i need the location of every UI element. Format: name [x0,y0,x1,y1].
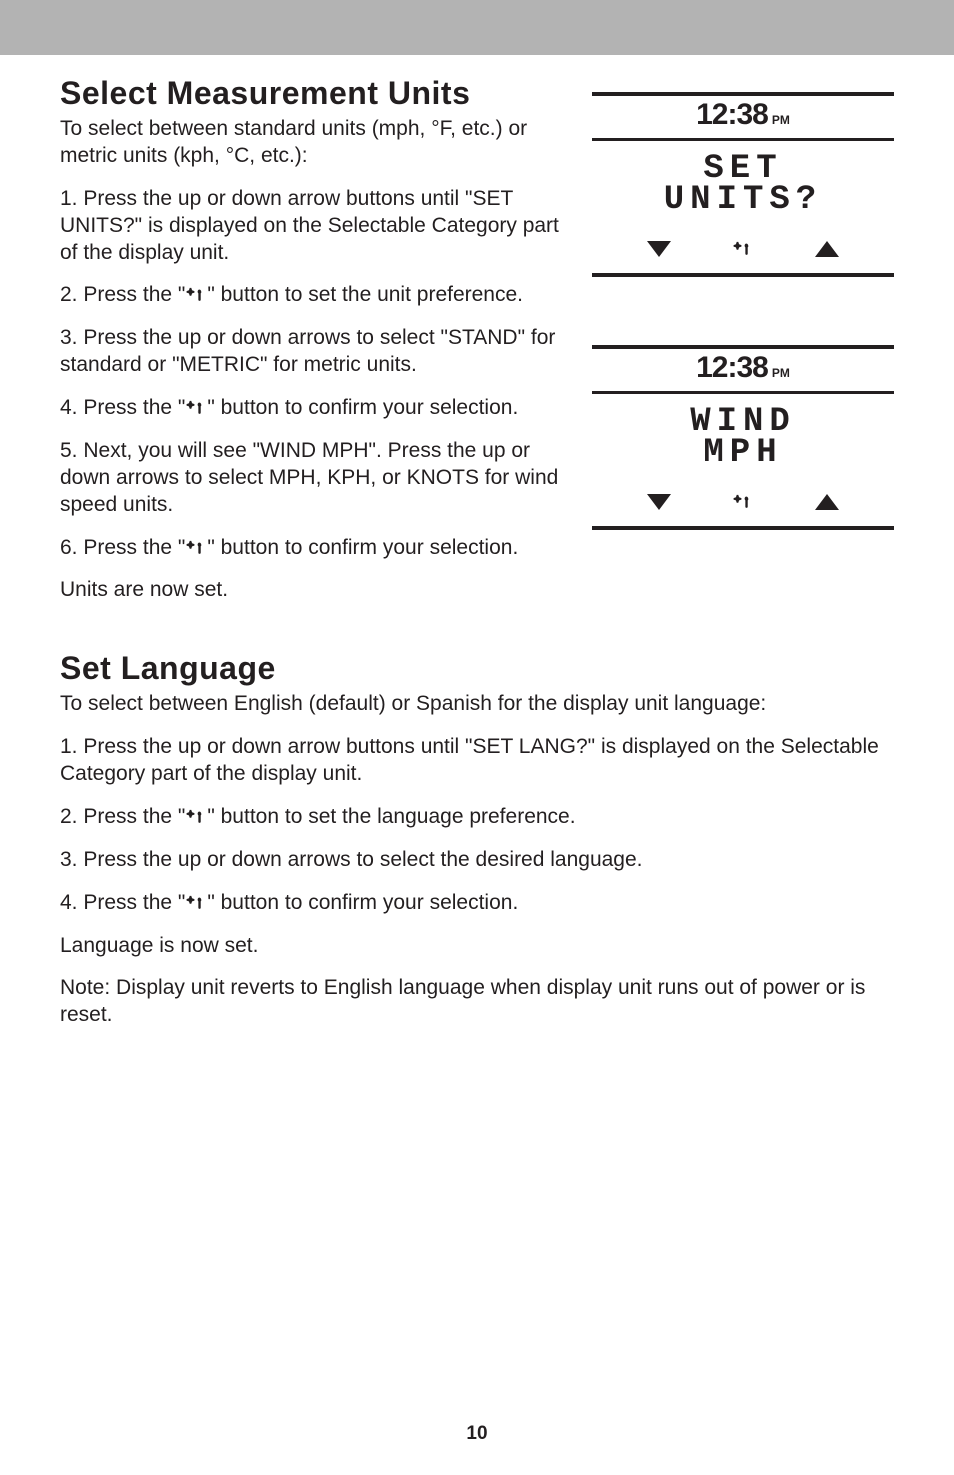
step-text: 2. Press the " [60,805,185,828]
section2-step4: 4. Press the " " button to confirm your s… [60,890,894,917]
section1-step1: 1. Press the up or down arrow buttons un… [60,186,570,267]
lcd-button-row [592,229,894,269]
lcd-line2: UNITS? [592,185,894,216]
step-text: " button to confirm your selection. [207,891,518,914]
step-text: 6. Press the " [60,536,185,559]
gear-wrench-icon [732,491,754,513]
lcd-button-row [592,482,894,522]
section2-note: Note: Display unit reverts to English la… [60,975,894,1029]
section1-step2: 2. Press the " " button to set the unit p… [60,282,570,309]
lcd-display-units: 12:38 PM SET UNITS? [592,92,894,277]
lcd-time-row: 12:38 PM [592,96,894,141]
step-text: 4. Press the " [60,891,185,914]
step-text: " button to set the language preference. [207,805,575,828]
lcd-time: 12:38 [696,98,768,132]
step-text: 2. Press the " [60,283,185,306]
lcd-main: SET UNITS? [592,141,894,229]
page-number: 10 [0,1423,954,1445]
section1-step5: 5. Next, you will see "WIND MPH". Press … [60,438,570,519]
lcd-time-row: 12:38 PM [592,349,894,394]
lcd-time: 12:38 [696,351,768,385]
gear-wrench-icon [185,286,207,304]
section1-intro: To select between standard units (mph, °… [60,116,570,170]
step-text: " button to set the unit preference. [207,283,523,306]
section2-end: Language is now set. [60,933,894,960]
lcd-display-wind: 12:38 PM WIND MPH [592,345,894,530]
lcd-ampm: PM [772,113,790,127]
header-bar [0,0,954,55]
section2-intro: To select between English (default) or S… [60,691,894,718]
down-arrow-icon [647,494,671,510]
step-text: 4. Press the " [60,396,185,419]
gear-wrench-icon [732,238,754,260]
up-arrow-icon [815,241,839,257]
lcd-main: WIND MPH [592,394,894,482]
down-arrow-icon [647,241,671,257]
step-text: " button to confirm your selection. [207,536,518,559]
section2-step1: 1. Press the up or down arrow buttons un… [60,734,894,788]
step-text: " button to confirm your selection. [207,396,518,419]
gear-wrench-icon [185,539,207,557]
gear-wrench-icon [185,808,207,826]
section2-step2: 2. Press the " " button to set the langua… [60,804,894,831]
section2-step3: 3. Press the up or down arrows to select… [60,847,894,874]
section2-title: Set Language [60,650,894,687]
lcd-line2: MPH [592,438,894,469]
section1-end: Units are now set. [60,577,894,604]
section1-step4: 4. Press the " " button to confirm your s… [60,395,570,422]
up-arrow-icon [815,494,839,510]
gear-wrench-icon [185,399,207,417]
lcd-ampm: PM [772,366,790,380]
gear-wrench-icon [185,894,207,912]
section1-step3: 3. Press the up or down arrows to select… [60,325,570,379]
section1-step6: 6. Press the " " button to confirm your s… [60,535,570,562]
